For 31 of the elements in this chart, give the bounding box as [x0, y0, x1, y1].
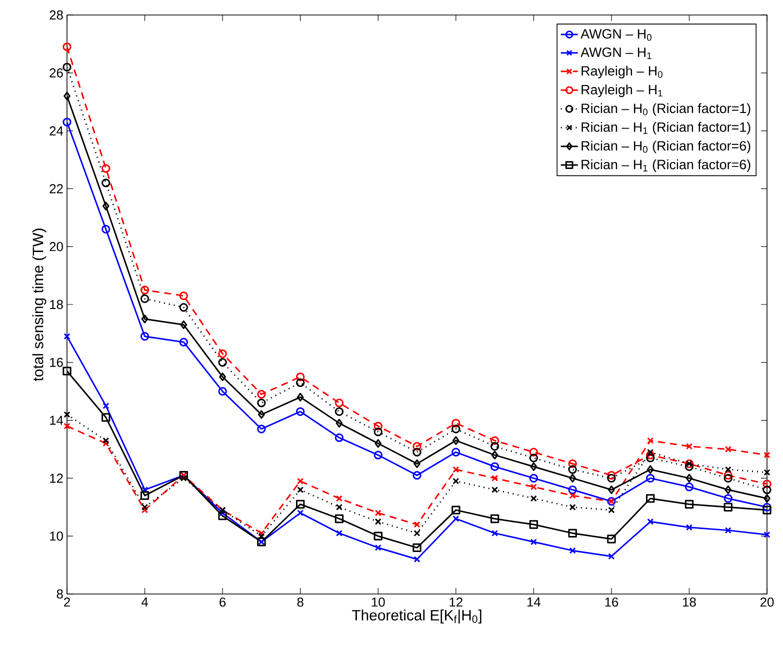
y-tick-label: 8: [56, 589, 63, 599]
x-tick-label: 18: [683, 598, 696, 607]
legend-label: Rician – H$_{1}$ (Rician factor=6): [582, 159, 750, 172]
x-tick-label: 10: [372, 598, 385, 607]
y-tick-label: 10: [50, 532, 63, 541]
x-tick-label: 12: [450, 598, 462, 607]
y-tick-label: 12: [50, 474, 63, 483]
legend-label: Rician – H$_{1}$ (Rician factor=1): [582, 122, 750, 135]
y-tick-label: 28: [50, 10, 63, 20]
y-axis-title: total sensing time (TW): [32, 228, 46, 382]
legend-label: AWGN – H$_{1}$: [580, 47, 652, 59]
x-tick-label: 6: [220, 598, 226, 607]
y-tick-label: 18: [50, 300, 63, 310]
legend-label: Rayleigh – H$_{0}$: [582, 66, 662, 78]
x-tick-label: 4: [141, 598, 148, 606]
x-axis-title: Theoretical E[K$_{f}$|H$_{0}$]: [352, 610, 482, 624]
legend-label: Rician – H$_{0}$ (Rician factor=1): [582, 103, 750, 116]
x-tick-label: 14: [527, 598, 540, 606]
y-tick-label: 16: [50, 358, 63, 367]
y-tick-label: 26: [50, 68, 63, 78]
x-tick-label: 2: [64, 598, 70, 607]
x-tick-label: 20: [760, 598, 774, 607]
x-tick-label: 8: [297, 598, 304, 607]
legend-label: Rayleigh – H$_{1}$: [582, 84, 662, 98]
y-tick-label: 20: [50, 242, 63, 252]
y-tick-label: 22: [50, 184, 63, 194]
y-tick-label: 14: [50, 416, 64, 425]
y-tick-label: 24: [50, 126, 64, 136]
legend-label: AWGN – H$_{0}$: [580, 29, 652, 41]
legend-label: Rician – H$_{0}$ (Rician factor=6): [582, 140, 750, 154]
x-tick-label: 16: [605, 598, 618, 607]
